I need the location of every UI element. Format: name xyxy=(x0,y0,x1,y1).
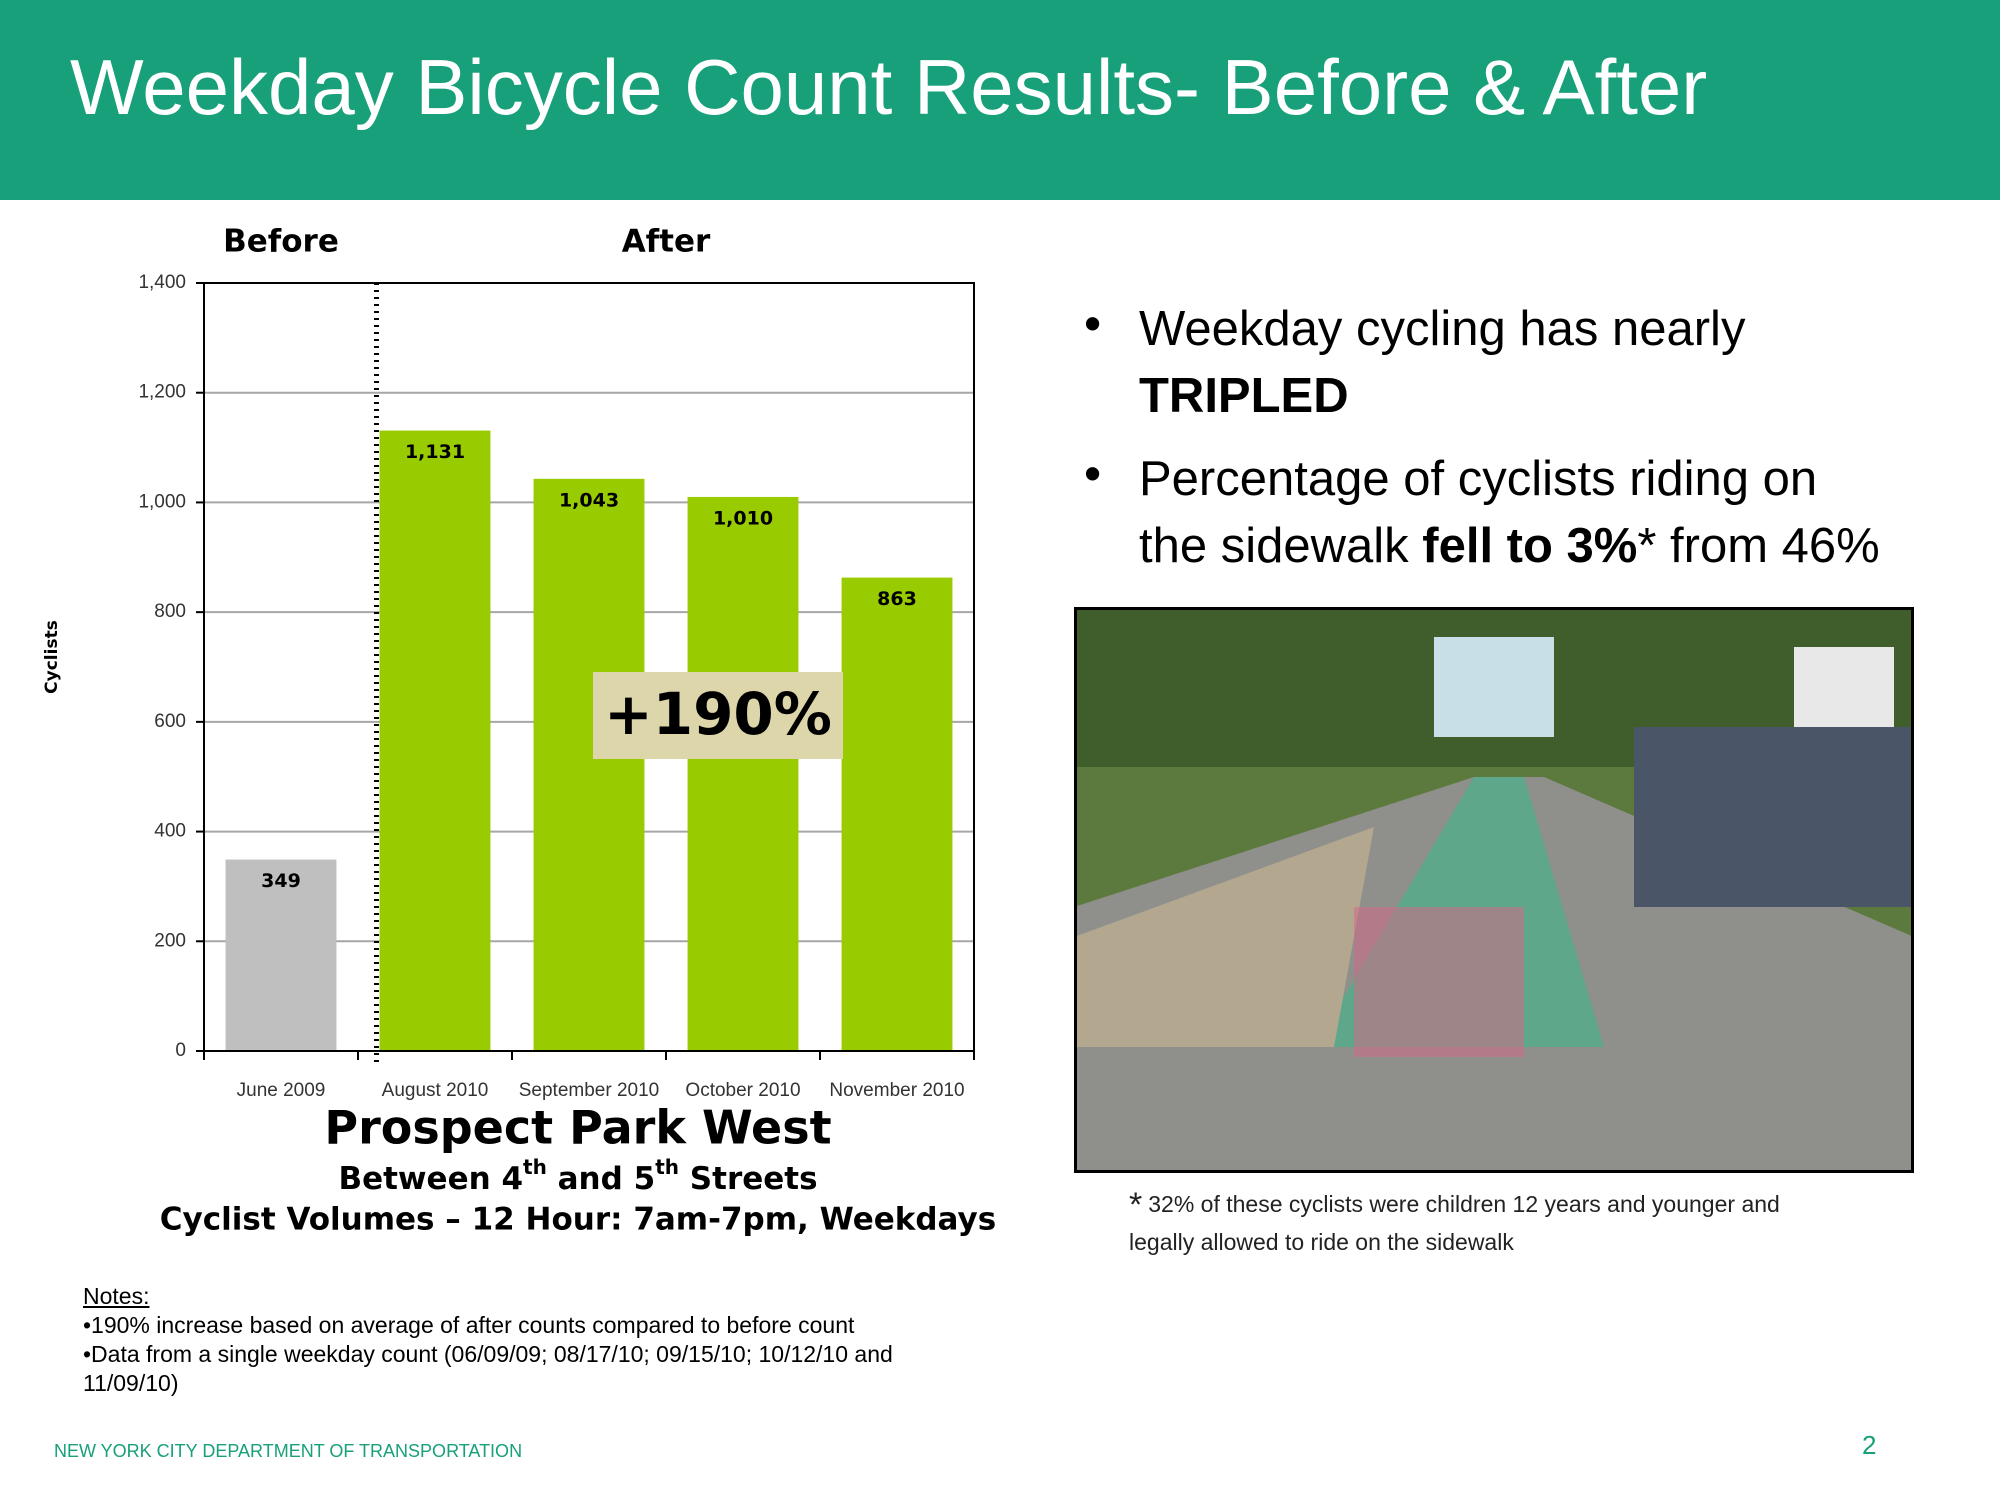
y-tick-label: 1,400 xyxy=(138,272,186,293)
subtitle-part: th xyxy=(655,1155,679,1179)
x-tick-label: June 2009 xyxy=(237,1080,326,1101)
subtitle-part: Between 4 xyxy=(338,1161,523,1197)
subtitle-part: Streets xyxy=(679,1161,818,1197)
y-tick-label: 800 xyxy=(154,601,186,622)
bullet-line: the sidewalk fell to 3%* from 46% xyxy=(1139,513,1880,580)
subtitle-part: th xyxy=(523,1155,547,1179)
notes-heading: Notes: xyxy=(83,1283,150,1309)
chart-subtitle: Between 4th and 5th Streets xyxy=(338,1155,817,1197)
value-label: 1,131 xyxy=(405,441,465,463)
bullet-text: TRIPLED xyxy=(1139,369,1349,423)
bullet-text: the sidewalk xyxy=(1139,519,1423,573)
value-label: 349 xyxy=(261,870,301,892)
bullet-marker: • xyxy=(1084,447,1102,501)
bullet-marker: • xyxy=(1084,297,1102,351)
caption-line: legally allowed to ride on the sidewalk xyxy=(1129,1224,1780,1261)
page-number: 2 xyxy=(1862,1430,1877,1460)
header-band: Weekday Bicycle Count Results- Before & … xyxy=(0,0,2000,200)
bullet-list: • Weekday cycling has nearly TRIPLED • Perce… xyxy=(1084,296,1880,596)
y-tick-label: 600 xyxy=(154,711,186,732)
bar xyxy=(379,430,491,1051)
y-tick-label: 0 xyxy=(175,1040,186,1061)
bullet: • Weekday cycling has nearly TRIPLED xyxy=(1084,296,1880,430)
notes: Notes: •190% increase based on average o… xyxy=(83,1282,973,1398)
photo-border xyxy=(1074,607,1914,1173)
photo-cyclists xyxy=(1354,907,1524,1057)
bullet-line: TRIPLED xyxy=(1139,363,1880,430)
group-label: Before xyxy=(223,224,339,260)
x-tick-label: August 2010 xyxy=(382,1080,489,1101)
caption-marker: * xyxy=(1129,1186,1143,1224)
annotation: +190% xyxy=(604,680,832,748)
value-label: 1,010 xyxy=(713,507,773,529)
bullet-text: Percentage of cyclists riding on xyxy=(1139,452,1818,506)
bar xyxy=(687,496,799,1051)
bullet-line: Weekday cycling has nearly xyxy=(1139,296,1880,363)
group-label: After xyxy=(622,224,711,260)
subtitle-part: and 5 xyxy=(547,1161,655,1197)
chart-title: Prospect Park West xyxy=(324,1101,831,1155)
footer: NEW YORK CITY DEPARTMENT OF TRANSPORTATI… xyxy=(54,1441,523,1461)
note-item: •190% increase based on average of after… xyxy=(83,1312,855,1338)
photo-truck xyxy=(1794,647,1894,727)
bullet-line: Percentage of cyclists riding on xyxy=(1139,446,1880,513)
chart: 0 200 400 600 800 1,000 1,200 1,400 Cyclists 349 J… xyxy=(42,224,996,1238)
y-tick-label: 1,000 xyxy=(138,491,186,512)
x-tick-label: October 2010 xyxy=(685,1080,800,1101)
bullet-text: * from 46% xyxy=(1637,519,1880,573)
bar xyxy=(533,478,645,1052)
x-tick-label: November 2010 xyxy=(829,1080,964,1101)
caption-text: 32% of these cyclists were children 12 y… xyxy=(1148,1191,1780,1217)
bullet-text: fell to 3% xyxy=(1422,519,1638,573)
x-tick-label: September 2010 xyxy=(519,1080,660,1101)
photo-sidewalk xyxy=(1074,827,1374,1047)
slide-title: Weekday Bicycle Count Results- Before & … xyxy=(70,43,1708,131)
y-axis-label: Cyclists xyxy=(42,620,62,694)
bar xyxy=(841,577,953,1051)
bullet-text: Weekday cycling has nearly xyxy=(1139,302,1746,356)
value-label: 1,043 xyxy=(559,489,619,511)
plot-frame xyxy=(203,282,975,1052)
photo-caption: * 32% of these cyclists were children 12 … xyxy=(1129,1186,1780,1261)
caption-line: * 32% of these cyclists were children 12 … xyxy=(1129,1186,1780,1224)
bullet: • Percentage of cyclists riding on the sid… xyxy=(1084,446,1880,580)
photo-cars xyxy=(1634,727,1914,907)
annotation-box xyxy=(593,672,843,759)
value-label: 863 xyxy=(877,588,917,610)
photo-sky xyxy=(1434,637,1554,737)
y-tick-label: 1,200 xyxy=(138,382,186,403)
photo xyxy=(1074,607,1914,1173)
chart-subtitle-2: Cyclist Volumes – 12 Hour: 7am-7pm, Week… xyxy=(160,1202,996,1238)
y-tick-label: 200 xyxy=(154,930,186,951)
y-tick-label: 400 xyxy=(154,821,186,842)
caption-text: legally allowed to ride on the sidewalk xyxy=(1129,1229,1514,1255)
note-item: •Data from a single weekday count (06/09… xyxy=(83,1341,893,1396)
bar xyxy=(225,859,337,1051)
